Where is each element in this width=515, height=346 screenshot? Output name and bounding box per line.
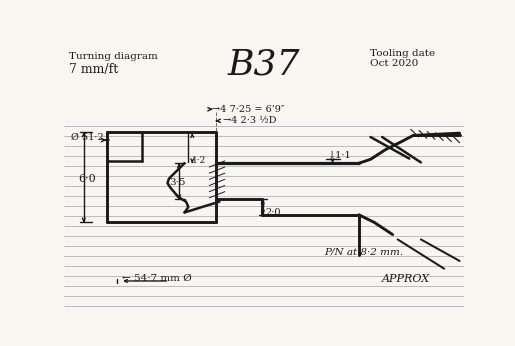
Text: 3·5: 3·5 — [169, 178, 185, 187]
Text: 7 mm/ft: 7 mm/ft — [69, 63, 118, 76]
Text: →4 2·3 ½D: →4 2·3 ½D — [223, 116, 277, 125]
Text: Tooling date: Tooling date — [370, 49, 436, 58]
Text: ← 54·7 mm Ø: ← 54·7 mm Ø — [123, 274, 192, 283]
Text: B37: B37 — [227, 48, 300, 82]
Text: 2·0: 2·0 — [266, 208, 281, 217]
Text: Ø 51·2: Ø 51·2 — [71, 133, 104, 142]
Text: APPROX: APPROX — [382, 274, 430, 284]
Text: 6·0: 6·0 — [78, 174, 96, 184]
Text: Turning diagram: Turning diagram — [69, 52, 158, 61]
Text: →4 7·25 = 6’9″: →4 7·25 = 6’9″ — [212, 105, 284, 114]
Text: ↓1·1: ↓1·1 — [328, 151, 352, 160]
Text: 1·2: 1·2 — [192, 156, 207, 165]
Text: P/N at 8·2 mm.: P/N at 8·2 mm. — [324, 248, 403, 257]
Text: Oct 2020: Oct 2020 — [370, 59, 419, 68]
